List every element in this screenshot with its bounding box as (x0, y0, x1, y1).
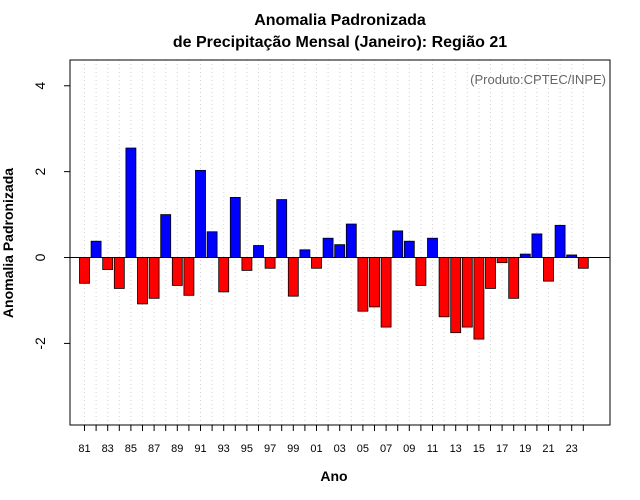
x-tick-label: 11 (427, 443, 438, 455)
bar-12 (438, 257, 450, 318)
x-tick-label: 01 (310, 443, 322, 455)
bar-85 (125, 147, 137, 258)
bar-01 (311, 257, 322, 269)
bar-91 (195, 169, 206, 258)
bar-95 (241, 257, 253, 271)
bar-16 (485, 257, 496, 289)
x-tick-label: 15 (473, 443, 485, 455)
x-tick-label: 13 (450, 443, 462, 455)
bar-98 (276, 199, 288, 258)
bar-17 (496, 257, 508, 264)
x-tick-label: 19 (519, 443, 531, 455)
x-tick-label: 83 (102, 443, 114, 455)
y-tick-label: 0 (32, 253, 48, 261)
bar-97 (264, 257, 276, 269)
x-tick-label: 85 (125, 443, 137, 455)
bar-07 (380, 257, 392, 328)
bar-90 (183, 257, 195, 296)
bar-10 (415, 257, 427, 286)
bar-99 (287, 257, 299, 297)
bar-11 (427, 237, 438, 258)
chart-subtitle: de Precipitação Mensal (Janeiro): Região… (173, 34, 507, 51)
bar-03 (334, 244, 346, 258)
bar-08 (392, 230, 404, 258)
x-tick-label: 95 (241, 443, 253, 455)
x-tick-label: 05 (357, 443, 369, 455)
x-tick-label: 87 (148, 443, 160, 455)
x-tick-label: 89 (171, 443, 183, 455)
bars (79, 147, 589, 340)
x-tick-label: 97 (264, 443, 276, 455)
bar-89 (171, 257, 183, 286)
y-tick-label: 2 (32, 168, 48, 176)
bar-13 (450, 257, 462, 334)
x-tick-label: 07 (380, 443, 392, 455)
y-axis: -2 0 2 4 (32, 82, 70, 350)
x-axis: 81 83 85 87 89 91 93 95 97 99 01 03 05 07 09 11 13 15 17 19… (78, 425, 584, 455)
bar-87 (148, 257, 160, 299)
bar-24 (577, 257, 589, 269)
y-tick-label: -2 (32, 337, 48, 350)
bar-00 (299, 249, 311, 258)
bar-96 (253, 245, 264, 258)
bar-82 (90, 240, 102, 258)
x-tick-label: 91 (194, 443, 206, 455)
x-tick-label: 99 (287, 443, 299, 455)
x-axis-title: Ano (320, 468, 347, 484)
bar-04 (345, 223, 357, 258)
bar-21 (543, 257, 554, 282)
x-tick-label: 93 (218, 443, 230, 455)
x-tick-label: 03 (334, 443, 346, 455)
bar-93 (218, 257, 230, 293)
bar-94 (229, 197, 241, 258)
bar-14 (461, 257, 473, 328)
bar-20 (531, 233, 543, 258)
x-tick-label: 21 (542, 443, 554, 455)
x-tick-label: 81 (78, 443, 90, 455)
bar-18 (508, 257, 520, 299)
x-tick-label: 23 (566, 443, 578, 455)
x-tick-label: 17 (496, 443, 508, 455)
bar-02 (322, 237, 334, 258)
bar-83 (102, 257, 114, 270)
x-tick-label: 09 (403, 443, 415, 455)
grid-lines (84, 60, 584, 425)
bar-09 (403, 240, 415, 258)
credit-annotation: (Produto:CPTEC/INPE) (470, 72, 606, 87)
y-axis-title: Anomalia Padronizada (0, 168, 16, 318)
plot-frame (69, 59, 611, 426)
bar-86 (137, 257, 148, 305)
bar-15 (473, 257, 485, 340)
bar-19 (519, 253, 531, 258)
bar-92 (206, 231, 218, 258)
bar-22 (554, 224, 566, 258)
bar-05 (357, 257, 369, 312)
bar-84 (113, 257, 125, 289)
bar-88 (160, 214, 172, 258)
bar-81 (79, 257, 90, 284)
bar-06 (369, 257, 380, 308)
chart-title: Anomalia Padronizada (254, 12, 426, 29)
y-tick-label: 4 (32, 82, 48, 90)
